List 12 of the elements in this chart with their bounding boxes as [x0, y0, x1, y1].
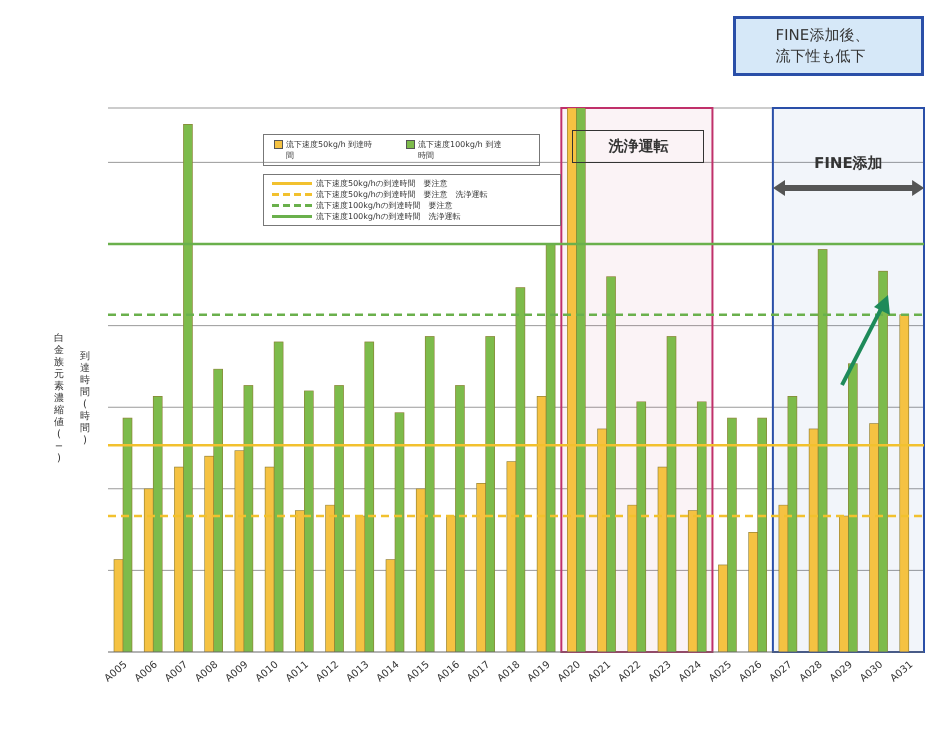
band-label: FINE添加 — [813, 153, 884, 174]
legend-label: 流下速度50kg/hの到達時間 要注意 — [316, 178, 448, 189]
y-axis-title: 到達時間(時間) — [80, 351, 90, 447]
legend-label: 流下速度100kg/h 到達時間 — [418, 139, 502, 161]
legend-label: 流下速度100kg/hの到達時間 要注意 — [316, 200, 453, 211]
legend-label: 流下速度100kg/hの到達時間 洗浄運転 — [316, 211, 461, 222]
legend-label: 流下速度50kg/h 到達時間 — [286, 139, 374, 161]
bar — [899, 314, 910, 652]
legend-label: 流下速度50kg/hの到達時間 要注意 洗浄運転 — [316, 189, 488, 200]
text: 白金族元素濃縮値(−) — [54, 333, 64, 464]
text: FINE添加後、流下性も低下 — [776, 25, 870, 67]
band-label: 洗浄運転 — [572, 130, 704, 163]
